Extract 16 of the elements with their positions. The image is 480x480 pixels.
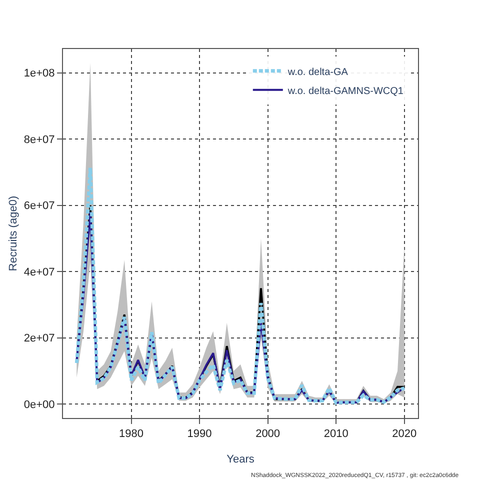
x-axis-title: Years (226, 453, 255, 466)
y-tick-label: 0e+00 (24, 398, 55, 411)
x-tick-label: 2010 (324, 428, 348, 440)
y-tick-label: 6e+07 (24, 200, 55, 212)
x-tick-label: 2000 (256, 428, 280, 440)
y-tick-label: 4e+07 (24, 266, 55, 278)
line-series (74, 166, 406, 405)
x-tick-label: 2020 (392, 428, 417, 440)
y-axis-title: Recruits (age0) (8, 196, 20, 272)
legend-label: w.o. delta-GAMNS-WCQ1 (286, 86, 404, 97)
x-tick-label: 1990 (187, 428, 212, 440)
y-tick-label: 2e+07 (24, 332, 55, 345)
y-tick-label: 1e+08 (24, 68, 55, 80)
x-tick-label: 1980 (119, 428, 144, 440)
y-tick-label: 8e+07 (24, 134, 55, 146)
legend-label: w.o. delta-GA (286, 66, 348, 78)
